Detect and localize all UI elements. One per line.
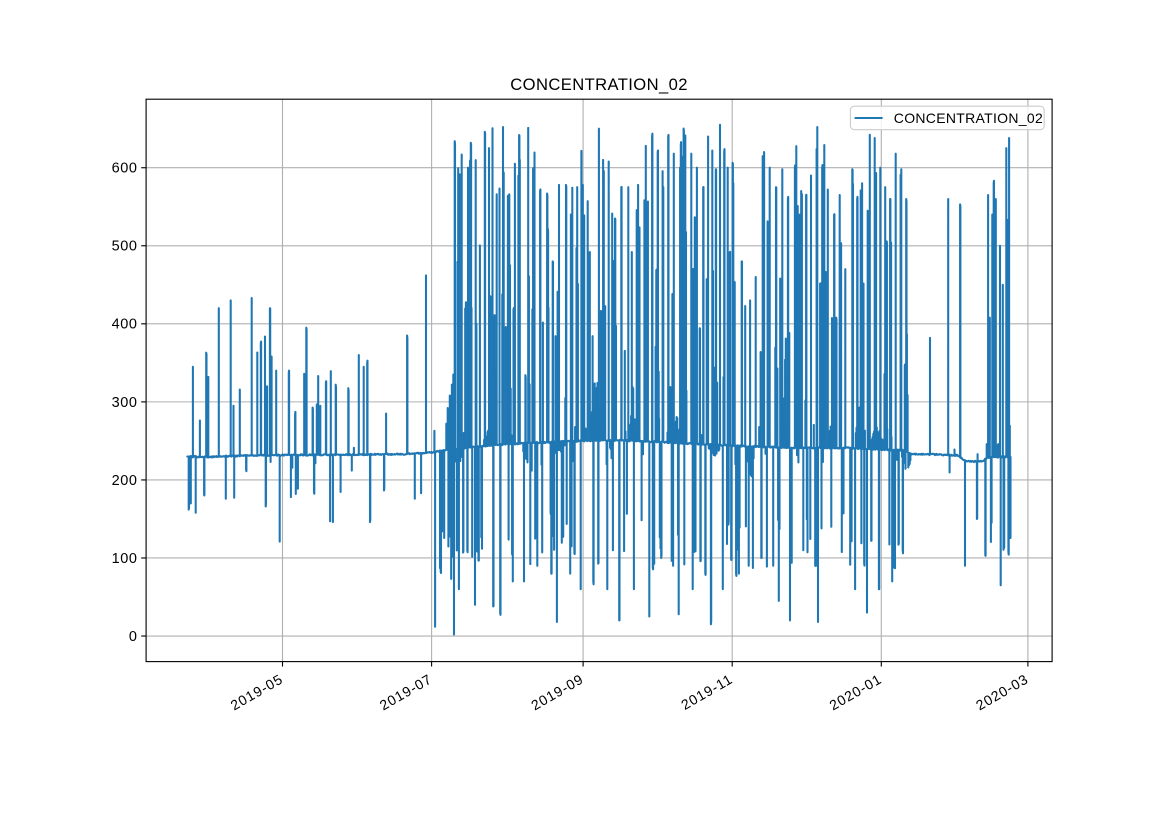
svg-text:300: 300 xyxy=(112,395,138,411)
svg-text:100: 100 xyxy=(112,551,138,567)
svg-text:200: 200 xyxy=(112,473,138,489)
svg-text:500: 500 xyxy=(112,239,138,255)
svg-text:CONCENTRATION_02: CONCENTRATION_02 xyxy=(894,110,1043,126)
svg-text:CONCENTRATION_02: CONCENTRATION_02 xyxy=(510,75,688,94)
svg-text:0: 0 xyxy=(129,629,138,645)
svg-text:400: 400 xyxy=(112,317,138,333)
svg-text:600: 600 xyxy=(112,161,138,177)
